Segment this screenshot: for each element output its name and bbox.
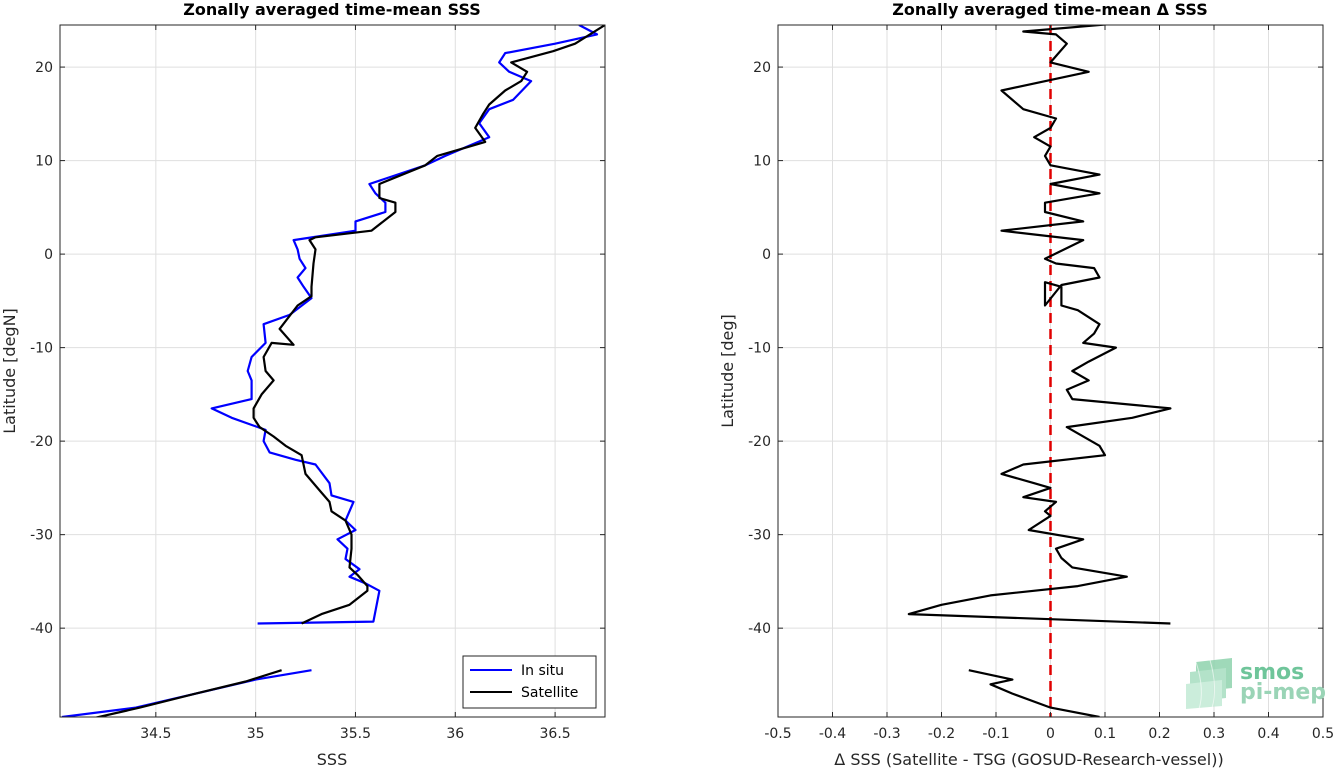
right-y-axis-label: Latitude [deg] bbox=[718, 314, 737, 428]
y-tick-label: 20 bbox=[35, 60, 53, 76]
right-y-ticks: -40 -30 -20 -10 0 10 20 bbox=[748, 60, 1323, 637]
left-plot-area bbox=[60, 25, 605, 717]
x-tick-label: -0.3 bbox=[873, 726, 900, 742]
right-x-ticks: -0.5 -0.4 -0.3 -0.2 -0.1 0 0.1 0.2 0.3 0.4 0.5 bbox=[764, 25, 1334, 742]
y-tick-label: 20 bbox=[753, 60, 771, 76]
left-x-ticks: 34.5 35 35.5 36 36.5 bbox=[140, 25, 571, 742]
series-line-satellite bbox=[93, 669, 282, 717]
y-tick-label: -40 bbox=[30, 621, 53, 637]
x-tick-label: 0 bbox=[1046, 726, 1055, 742]
y-tick-label: 10 bbox=[35, 154, 53, 170]
series-line-delta-sss bbox=[968, 669, 1100, 717]
left-y-ticks: -40 -30 -20 -10 0 10 20 bbox=[30, 60, 605, 637]
logo-graphic bbox=[1186, 658, 1232, 710]
x-tick-label: -0.2 bbox=[928, 726, 955, 742]
x-tick-label: 0.4 bbox=[1257, 726, 1279, 742]
logo-text-smos: smos bbox=[1240, 660, 1304, 685]
y-tick-label: -40 bbox=[748, 621, 771, 637]
left-chart-title: Zonally averaged time-mean SSS bbox=[183, 0, 481, 19]
right-panel: -0.5 -0.4 -0.3 -0.2 -0.1 0 0.1 0.2 0.3 0.4 0.5 -40… bbox=[718, 0, 1334, 769]
legend: In situ Satellite bbox=[462, 655, 597, 709]
x-tick-label: 0.5 bbox=[1312, 726, 1334, 742]
y-tick-label: -10 bbox=[748, 341, 771, 357]
left-grid bbox=[60, 25, 605, 717]
y-tick-label: 0 bbox=[762, 247, 771, 263]
y-tick-label: -10 bbox=[30, 341, 53, 357]
x-tick-label: -0.4 bbox=[819, 726, 846, 742]
right-x-axis-label: Δ SSS (Satellite - TSG (GOSUD-Research-v… bbox=[834, 750, 1223, 769]
x-tick-label: 0.1 bbox=[1094, 726, 1116, 742]
y-tick-label: 10 bbox=[753, 154, 771, 170]
left-y-axis-label: Latitude [degN] bbox=[0, 308, 19, 434]
y-tick-label: -20 bbox=[30, 434, 53, 450]
x-tick-label: -0.1 bbox=[982, 726, 1009, 742]
x-tick-label: 0.3 bbox=[1203, 726, 1225, 742]
left-series bbox=[61, 25, 605, 717]
smos-pi-mep-logo: smos pi-mep bbox=[1186, 658, 1326, 710]
legend-label-in-situ: In situ bbox=[521, 663, 564, 679]
x-tick-label: 0.2 bbox=[1148, 726, 1170, 742]
x-tick-label: 34.5 bbox=[140, 726, 171, 742]
y-tick-label: -30 bbox=[748, 528, 771, 544]
right-series bbox=[907, 25, 1172, 717]
x-tick-label: 36 bbox=[446, 726, 464, 742]
x-tick-label: 35.5 bbox=[340, 726, 371, 742]
legend-box bbox=[462, 655, 597, 709]
series-line-satellite bbox=[252, 25, 605, 625]
left-panel: 34.5 35 35.5 36 36.5 -40 -30 -20 -10 0 10 20 Zonal… bbox=[0, 0, 606, 769]
legend-label-satellite: Satellite bbox=[521, 685, 578, 701]
left-x-axis-label: SSS bbox=[317, 750, 347, 769]
x-tick-label: 35 bbox=[247, 726, 265, 742]
right-chart-title: Zonally averaged time-mean Δ SSS bbox=[892, 0, 1208, 19]
y-tick-label: -20 bbox=[748, 434, 771, 450]
logo-text-pi-mep: pi-mep bbox=[1240, 680, 1326, 705]
series-line-in-situ bbox=[210, 25, 599, 625]
left-axes-box bbox=[59, 24, 606, 718]
y-tick-label: 0 bbox=[44, 247, 53, 263]
y-tick-label: -30 bbox=[30, 528, 53, 544]
x-tick-label: 36.5 bbox=[540, 726, 571, 742]
x-tick-label: -0.5 bbox=[764, 726, 791, 742]
series-line-delta-sss bbox=[907, 25, 1172, 625]
